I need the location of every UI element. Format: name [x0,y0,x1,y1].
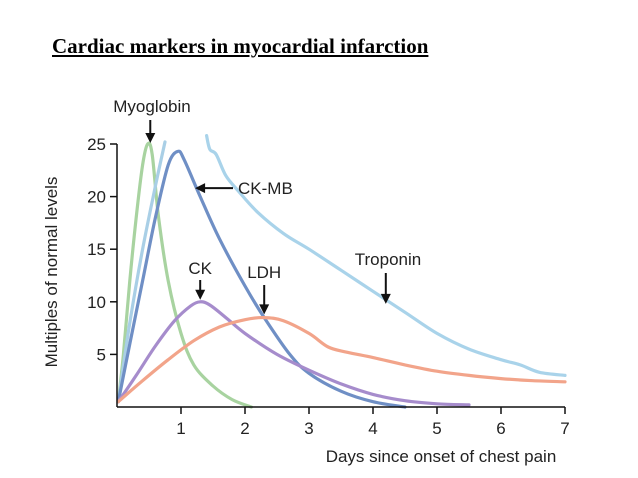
annotation-ck-label: CK [188,259,212,278]
annotation-myoglobin-arrow-head [145,132,156,143]
annotation-troponin-arrow-head [380,293,391,304]
annotation-ck-mb-label: CK-MB [238,179,293,198]
series-line-ldh [116,315,567,404]
x-tick-label: 6 [496,419,505,438]
series-line-ck [116,300,471,407]
series-line-myoglobin [116,141,253,409]
x-tick-label: 5 [432,419,441,438]
y-axis-label: Multiples of normal levels [42,177,61,368]
annotation-ldh-arrow-head [259,304,270,315]
series-line-troponin [205,134,567,377]
y-tick-label: 10 [87,293,106,312]
annotation-myoglobin-label: Myoglobin [113,97,191,116]
annotation-ck-mb-arrow-head [195,183,206,194]
annotation-ldh-label: LDH [247,263,281,282]
y-tick-label: 15 [87,240,106,259]
x-axis-label: Days since onset of chest pain [326,447,557,466]
x-tick-label: 4 [368,419,377,438]
y-tick-label: 25 [87,135,106,154]
annotation-ck-arrow-head [195,289,206,300]
annotation-troponin-label: Troponin [355,250,421,269]
series-layer [116,134,567,409]
series-line-unlabeled-1 [116,140,167,404]
x-tick-label: 3 [304,419,313,438]
x-tick-label: 7 [560,419,569,438]
x-tick-label: 2 [240,419,249,438]
y-tick-label: 5 [97,345,106,364]
x-tick-label: 1 [176,419,185,438]
y-tick-label: 20 [87,188,106,207]
annotations-layer: Myoglobin CK-MB CK LDH Troponin [113,97,421,315]
chart-title: Cardiac markers in myocardial infarction [52,34,429,58]
axes-layer: 1 2 3 4 5 6 7 5 10 15 20 25 Days since onset of ches… [42,135,570,466]
series-line-ck-mb [116,149,407,409]
